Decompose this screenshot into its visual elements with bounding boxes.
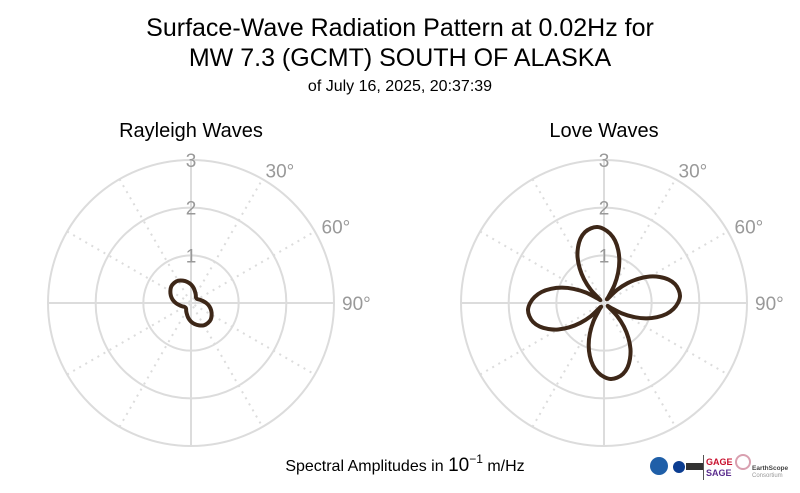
rayleigh-title: Rayleigh Waves bbox=[119, 120, 263, 142]
angle-tick-label: 90° bbox=[342, 294, 371, 315]
rayleigh-polar-plot: Rayleigh Waves 1 2 3 30° 60° 90° bbox=[47, 120, 371, 447]
angular-gridline bbox=[118, 178, 264, 428]
x-axis-label: Spectral Amplitudes in 10−1 m/Hz bbox=[285, 452, 524, 476]
love-title: Love Waves bbox=[549, 120, 658, 142]
xlabel-prefix: Spectral Amplitudes in bbox=[285, 458, 448, 475]
xlabel-exponent: −1 bbox=[469, 452, 483, 466]
earthscope-consortium: Consortium bbox=[752, 473, 783, 479]
angle-tick-label: 60° bbox=[322, 218, 351, 239]
angle-tick-label: 90° bbox=[755, 294, 784, 315]
angle-tick-label: 60° bbox=[735, 218, 764, 239]
angular-gridline bbox=[66, 230, 316, 376]
radial-tick-label: 3 bbox=[186, 151, 197, 172]
love-amplitude-curve bbox=[526, 225, 682, 381]
earthscope-logo: EarthScope bbox=[752, 465, 789, 472]
figure-title-line1: Surface-Wave Radiation Pattern at 0.02Hz… bbox=[146, 14, 654, 42]
nsf-logo bbox=[650, 457, 668, 475]
earthscope-logo-mark bbox=[735, 454, 751, 470]
figure-subtitle: of July 16, 2025, 20:37:39 bbox=[308, 78, 492, 95]
usgs-logo bbox=[686, 463, 703, 470]
figure-title-line2: MW 7.3 (GCMT) SOUTH OF ALASKA bbox=[189, 44, 612, 72]
angular-gridline bbox=[531, 178, 677, 428]
nasa-logo bbox=[673, 461, 685, 473]
sage-logo: SAGE bbox=[706, 468, 732, 478]
gage-logo: GAGE bbox=[706, 457, 733, 467]
love-polar-plot: Love Waves 1 2 3 30° 60° 90° bbox=[460, 120, 784, 447]
rayleigh-amplitude-curve bbox=[168, 278, 214, 328]
xlabel-unit: m/Hz bbox=[483, 458, 525, 475]
angle-tick-label: 30° bbox=[679, 161, 708, 182]
radial-tick-label: 1 bbox=[186, 246, 197, 267]
xlabel-base: 10 bbox=[448, 455, 469, 476]
radial-tick-label: 3 bbox=[599, 151, 610, 172]
sponsor-logos: GAGE SAGE EarthScope Consortium bbox=[650, 454, 789, 480]
angular-gridline bbox=[479, 230, 729, 376]
radial-tick-label: 1 bbox=[599, 246, 610, 267]
angular-gridline bbox=[118, 178, 264, 428]
angular-gridline bbox=[479, 230, 729, 376]
angular-gridline bbox=[531, 178, 677, 428]
radial-tick-label: 2 bbox=[186, 199, 197, 220]
angle-tick-label: 30° bbox=[266, 161, 295, 182]
radial-tick-label: 2 bbox=[599, 199, 610, 220]
angular-gridline bbox=[66, 230, 316, 376]
